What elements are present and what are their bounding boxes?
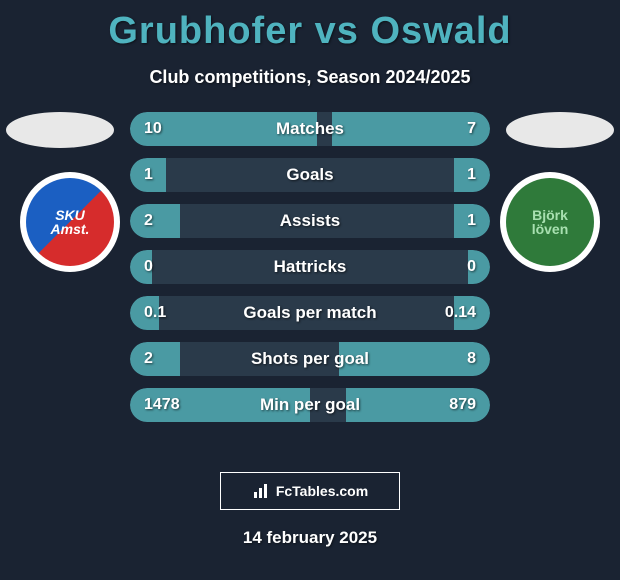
metric-value-left: 2 xyxy=(144,350,153,368)
bar-left-fill xyxy=(130,342,180,376)
metric-value-left: 2 xyxy=(144,212,153,230)
metric-value-left: 1 xyxy=(144,166,153,184)
date-label: 14 february 2025 xyxy=(0,528,620,548)
metric-value-left: 0 xyxy=(144,258,153,276)
metric-value-left: 0.1 xyxy=(144,304,166,322)
comparison-content: SKUAmst. Björklöven 10Matches71Goals12As… xyxy=(0,112,620,452)
metric-value-right: 1 xyxy=(467,212,476,230)
player-avatar-right xyxy=(506,112,614,148)
player-avatar-left xyxy=(6,112,114,148)
metric-value-right: 8 xyxy=(467,350,476,368)
metric-label: Matches xyxy=(276,119,344,139)
metric-row: 2 Shots per goal 8 xyxy=(130,342,490,376)
metric-row: 2 Assists 1 xyxy=(130,204,490,238)
metric-value-right: 7 xyxy=(467,120,476,138)
bar-left-fill xyxy=(130,204,180,238)
metric-label: Goals per match xyxy=(243,303,376,323)
metric-label: Goals xyxy=(286,165,333,185)
metric-row: 0 Hattricks 0 xyxy=(130,250,490,284)
club-label-left: SKUAmst. xyxy=(26,178,114,266)
metric-row: 10 Matches 7 xyxy=(130,112,490,146)
page-title: Grubhofer vs Oswald xyxy=(0,0,620,53)
subtitle: Club competitions, Season 2024/2025 xyxy=(0,67,620,88)
metric-value-right: 1 xyxy=(467,166,476,184)
metric-label: Assists xyxy=(280,211,340,231)
branding-text: FcTables.com xyxy=(276,483,368,499)
metric-row: 0.1 Goals per match 0.14 xyxy=(130,296,490,330)
metric-label: Shots per goal xyxy=(251,349,369,369)
metric-value-left: 1478 xyxy=(144,396,180,414)
club-badge-right: Björklöven xyxy=(500,172,600,272)
metric-label: Hattricks xyxy=(274,257,347,277)
metric-row: 1478 Min per goal 879 xyxy=(130,388,490,422)
metric-value-right: 0.14 xyxy=(445,304,476,322)
metric-bars-container: 10Matches71Goals12Assists10Hattricks00.1… xyxy=(130,112,490,434)
branding-box: FcTables.com xyxy=(220,472,400,510)
chart-icon xyxy=(252,482,270,500)
metric-row: 1 Goals 1 xyxy=(130,158,490,192)
club-badge-left: SKUAmst. xyxy=(20,172,120,272)
metric-label: Min per goal xyxy=(260,395,360,415)
club-label-right: Björklöven xyxy=(506,178,594,266)
metric-value-right: 0 xyxy=(467,258,476,276)
metric-value-left: 10 xyxy=(144,120,162,138)
metric-value-right: 879 xyxy=(449,396,476,414)
